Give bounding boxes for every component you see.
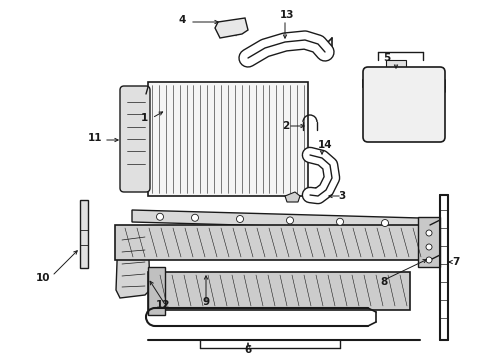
Text: 8: 8 (381, 277, 388, 287)
Text: 1: 1 (141, 113, 148, 123)
Polygon shape (116, 230, 150, 298)
Text: 5: 5 (383, 53, 390, 63)
Text: 12: 12 (155, 300, 170, 310)
Text: 4: 4 (179, 15, 186, 25)
Text: 7: 7 (452, 257, 460, 267)
Text: 14: 14 (318, 140, 333, 150)
Circle shape (287, 217, 294, 224)
FancyBboxPatch shape (120, 86, 150, 192)
Text: 3: 3 (338, 191, 345, 201)
Circle shape (192, 214, 198, 221)
Polygon shape (80, 200, 88, 268)
Polygon shape (285, 192, 300, 202)
Text: 13: 13 (280, 10, 294, 20)
Bar (148, 82, 308, 196)
Circle shape (426, 230, 432, 236)
Bar (386, 60, 406, 72)
Circle shape (426, 257, 432, 263)
Circle shape (382, 220, 389, 226)
Polygon shape (132, 210, 420, 230)
Text: 6: 6 (245, 345, 252, 355)
Polygon shape (115, 225, 430, 260)
Circle shape (237, 216, 244, 222)
Polygon shape (215, 18, 248, 38)
Text: 11: 11 (88, 133, 102, 143)
Polygon shape (148, 272, 410, 310)
Text: 2: 2 (282, 121, 289, 131)
Circle shape (426, 244, 432, 250)
Circle shape (337, 218, 343, 225)
Text: 10: 10 (35, 273, 50, 283)
FancyBboxPatch shape (363, 67, 445, 142)
Circle shape (156, 213, 164, 220)
Polygon shape (418, 217, 440, 267)
Text: 9: 9 (203, 297, 210, 307)
Polygon shape (148, 267, 165, 315)
